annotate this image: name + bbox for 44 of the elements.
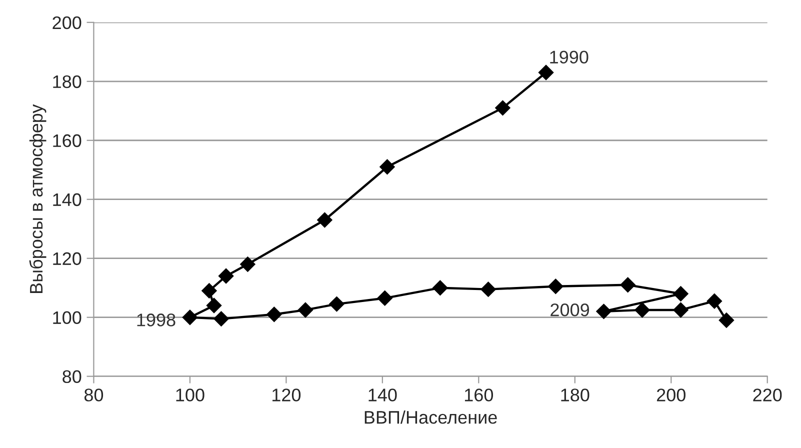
point <box>206 298 222 314</box>
y-tick-label: 120 <box>53 252 82 266</box>
x-tick-label: 140 <box>368 388 397 402</box>
point <box>706 294 722 309</box>
x-tick-label: 100 <box>176 388 204 402</box>
point <box>202 283 217 298</box>
x-tick-label: 180 <box>561 388 590 402</box>
point <box>218 268 234 284</box>
point <box>480 282 496 297</box>
x-axis-title: ВВП/Население <box>364 410 497 424</box>
point <box>538 64 554 80</box>
point <box>495 100 510 116</box>
point <box>377 290 392 306</box>
point <box>298 302 314 318</box>
annotation: 1990 <box>550 50 588 64</box>
x-tick-label: 220 <box>753 388 782 402</box>
point <box>432 280 448 296</box>
point <box>548 278 564 294</box>
point <box>317 212 332 228</box>
point <box>329 296 344 312</box>
x-tick-label: 120 <box>272 388 301 402</box>
y-tick-label: 160 <box>53 134 82 148</box>
x-tick-label: 160 <box>464 388 494 402</box>
y-tick-label: 180 <box>53 75 82 88</box>
point <box>380 159 395 174</box>
point <box>596 304 612 320</box>
y-tick-label: 80 <box>62 370 82 384</box>
point <box>182 310 198 325</box>
point <box>673 286 688 302</box>
x-tick-label: 80 <box>84 388 104 402</box>
point <box>266 306 282 322</box>
y-axis-title: Выбросы в атмосферу <box>29 104 46 293</box>
y-tick-label: 140 <box>53 193 82 206</box>
x-tick-label: 200 <box>656 388 686 402</box>
point <box>718 312 734 328</box>
point <box>240 256 256 272</box>
point <box>620 277 636 292</box>
annotation: 2009 <box>550 303 590 316</box>
point <box>634 302 650 318</box>
point <box>673 302 688 318</box>
point <box>214 311 229 326</box>
y-tick-label: 200 <box>52 16 82 30</box>
y-tick-label: 100 <box>53 311 82 324</box>
annotation: 1998 <box>137 314 176 326</box>
